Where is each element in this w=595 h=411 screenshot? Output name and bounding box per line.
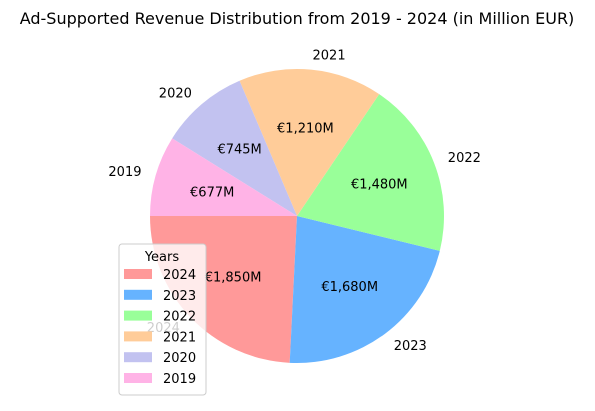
slice-year-label-2020: 2020 bbox=[159, 87, 192, 102]
slice-year-label-2019: 2019 bbox=[108, 165, 141, 180]
slice-value-label-2019: €677M bbox=[190, 185, 234, 200]
slice-year-label-2023: 2023 bbox=[394, 339, 427, 354]
legend-label-2019: 2019 bbox=[163, 372, 196, 387]
legend-swatch-2022 bbox=[124, 310, 152, 321]
legend-label-2021: 2021 bbox=[163, 330, 196, 345]
pie-slice-2020 bbox=[172, 80, 297, 216]
legend-label-2024: 2024 bbox=[163, 268, 196, 283]
slice-value-label-2022: €1,480M bbox=[351, 178, 408, 193]
legend-label-2022: 2022 bbox=[163, 310, 196, 325]
pie-slice-2023 bbox=[289, 216, 440, 364]
legend-swatch-2021 bbox=[124, 331, 152, 342]
legend-title: Years bbox=[144, 250, 180, 265]
pie-slice-2021 bbox=[239, 68, 380, 216]
slice-year-label-2021: 2021 bbox=[313, 49, 346, 64]
pie-slice-2022 bbox=[297, 94, 445, 251]
chart-title: Ad-Supported Revenue Distribution from 2… bbox=[20, 9, 575, 28]
slice-value-label-2020: €745M bbox=[217, 143, 261, 158]
slice-value-labels: €1,850M €1,680M €1,480M €1,210M €745M €677M bbox=[190, 122, 408, 296]
slice-value-label-2023: €1,680M bbox=[321, 280, 378, 295]
pie-slices bbox=[150, 68, 445, 364]
slice-value-label-2021: €1,210M bbox=[277, 122, 334, 137]
slice-year-label-2022: 2022 bbox=[448, 151, 481, 166]
pie-slice-2019 bbox=[150, 138, 297, 216]
legend-swatch-2023 bbox=[124, 289, 152, 300]
legend-label-2020: 2020 bbox=[163, 351, 196, 366]
legend-label-2023: 2023 bbox=[163, 289, 196, 304]
legend-swatch-2024 bbox=[124, 269, 152, 279]
legend-swatch-2020 bbox=[124, 352, 152, 363]
slice-value-label-2024: €1,850M bbox=[205, 270, 262, 285]
legend-swatch-2019 bbox=[124, 373, 152, 383]
legend-items: 2024 2023 2022 2021 2020 2019 bbox=[124, 268, 196, 387]
legend: Years 2024 2023 2022 2021 2020 2019 bbox=[118, 243, 207, 396]
